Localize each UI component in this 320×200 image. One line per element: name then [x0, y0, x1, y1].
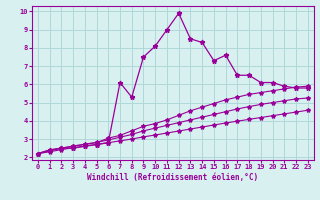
X-axis label: Windchill (Refroidissement éolien,°C): Windchill (Refroidissement éolien,°C) [87, 173, 258, 182]
